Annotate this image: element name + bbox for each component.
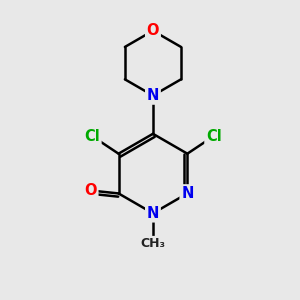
Text: O: O: [84, 183, 97, 198]
Text: Cl: Cl: [206, 128, 222, 143]
Text: N: N: [147, 206, 159, 221]
Text: N: N: [181, 186, 194, 201]
Text: Cl: Cl: [84, 128, 100, 143]
Text: O: O: [147, 23, 159, 38]
Text: CH₃: CH₃: [140, 237, 165, 250]
Text: N: N: [147, 88, 159, 103]
